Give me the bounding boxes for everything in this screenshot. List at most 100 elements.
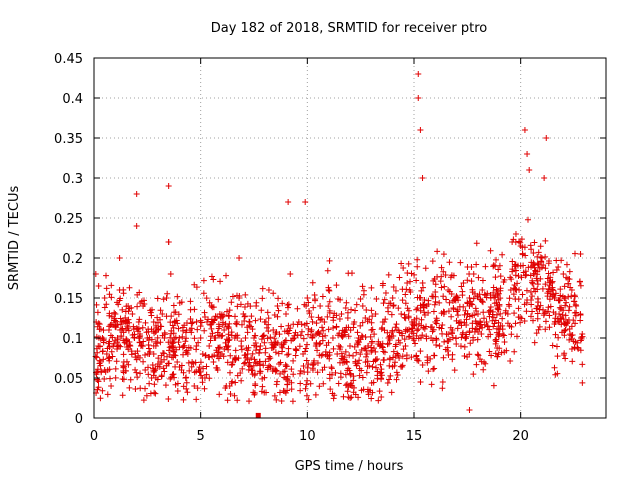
data-point: [534, 277, 541, 284]
data-point: [309, 318, 316, 325]
data-point: [418, 287, 425, 294]
data-point: [165, 395, 172, 402]
data-point: [378, 369, 385, 376]
data-point: [469, 286, 476, 293]
data-point: [128, 348, 135, 355]
data-point: [242, 335, 249, 341]
data-point: [415, 326, 422, 333]
data-point: [285, 199, 292, 205]
data-point: [535, 249, 542, 256]
data-point: [384, 341, 391, 348]
data-point: [274, 339, 281, 346]
data-point: [170, 348, 177, 355]
data-point: [550, 309, 557, 316]
data-point: [106, 338, 113, 345]
data-point: [123, 327, 129, 333]
data-point: [99, 387, 106, 394]
data-point: [533, 330, 540, 337]
data-point: [301, 321, 308, 328]
data-point: [424, 357, 431, 364]
data-point: [187, 315, 194, 322]
data-point: [348, 306, 355, 313]
data-point: [428, 335, 435, 341]
data-point: [259, 285, 266, 292]
data-point: [285, 351, 292, 358]
data-point: [356, 357, 363, 364]
data-point: [363, 306, 370, 313]
data-point: [566, 331, 573, 338]
data-point: [497, 295, 504, 302]
data-point: [368, 319, 375, 326]
data-point: [306, 307, 313, 314]
data-point: [419, 175, 426, 181]
data-point: [378, 393, 385, 400]
data-point: [231, 335, 238, 341]
data-point: [417, 334, 424, 341]
data-point: [394, 371, 401, 378]
data-point: [274, 313, 281, 320]
data-point: [214, 329, 221, 336]
data-point: [577, 317, 584, 324]
data-point: [147, 307, 154, 314]
data-point: [201, 385, 208, 392]
data-point: [126, 339, 133, 346]
data-point: [345, 365, 352, 372]
data-point: [579, 361, 586, 368]
data-point: [309, 279, 316, 286]
data-point: [150, 319, 157, 325]
data-point: [458, 334, 465, 341]
data-point: [464, 310, 471, 317]
data-point: [534, 303, 541, 309]
data-point: [262, 358, 269, 365]
data-point: [569, 358, 576, 365]
data-point: [456, 303, 463, 310]
data-point: [103, 272, 110, 279]
data-point: [415, 95, 422, 101]
data-point: [402, 343, 409, 349]
data-point: [170, 302, 177, 309]
data-point: [134, 374, 141, 381]
data-point: [244, 351, 251, 357]
data-point: [215, 296, 222, 303]
data-point: [470, 295, 477, 302]
data-point: [168, 374, 175, 381]
data-point: [559, 311, 566, 318]
data-point: [434, 248, 441, 255]
data-point: [534, 310, 541, 317]
data-point: [566, 268, 573, 275]
data-point: [277, 359, 284, 366]
data-point: [358, 332, 365, 339]
data-point: [108, 294, 115, 301]
data-point: [112, 311, 119, 317]
data-point: [152, 343, 159, 349]
data-point: [525, 264, 532, 271]
data-point: [392, 343, 399, 350]
data-point: [577, 251, 584, 258]
data-point: [529, 308, 536, 315]
data-point: [419, 332, 426, 339]
data-point: [248, 313, 255, 320]
data-point: [225, 337, 232, 344]
data-point: [550, 269, 557, 276]
data-point: [207, 333, 214, 340]
data-point: [243, 345, 250, 352]
data-point: [473, 261, 480, 268]
data-point: [182, 338, 189, 345]
data-point: [103, 351, 110, 357]
data-point: [203, 295, 210, 302]
data-point: [93, 354, 100, 361]
data-point: [552, 290, 559, 297]
x-tick-labels: 0 5 10 15 20: [90, 429, 529, 444]
data-point: [439, 330, 446, 337]
data-point: [542, 265, 549, 272]
data-point: [507, 357, 514, 364]
data-point: [345, 333, 352, 340]
data-point: [449, 356, 456, 363]
data-point: [94, 323, 101, 330]
data-point: [110, 343, 117, 349]
data-point: [141, 297, 148, 304]
data-point: [276, 331, 283, 338]
data-point: [492, 317, 499, 324]
x-axis-label: GPS time / hours: [295, 459, 404, 474]
data-point: [193, 343, 200, 349]
